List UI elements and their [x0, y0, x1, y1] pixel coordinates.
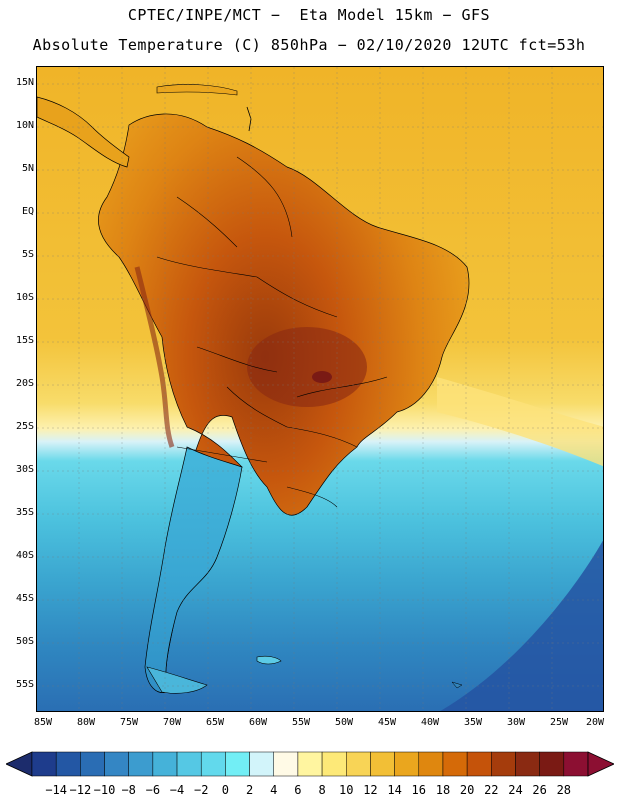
lon-label: 75W	[119, 717, 139, 728]
lat-label: 15N	[15, 77, 34, 88]
colorbar-swatch	[394, 751, 420, 777]
lon-label: 80W	[76, 717, 96, 728]
map-title-line2: Absolute Temperature (C) 850hPa − 02/10/…	[32, 36, 586, 54]
colorbar-swatch	[466, 751, 492, 777]
lon-label: 25W	[549, 717, 569, 728]
caribbean-islands	[156, 84, 238, 96]
colorbar-swatch	[563, 751, 589, 777]
colorbar-swatch	[104, 751, 129, 777]
color-bar	[6, 751, 614, 777]
colorbar-swatch	[31, 751, 57, 777]
tierra-del-fuego	[146, 666, 208, 694]
colorbar-swatch	[491, 751, 516, 777]
map-title-line1: CPTEC/INPE/MCT − Eta Model 15km − GFS	[127, 6, 491, 24]
colorbar-tick-label: −4	[169, 783, 185, 797]
lon-label: 20W	[585, 717, 605, 728]
colorbar-swatch	[80, 751, 105, 777]
lon-label: 85W	[33, 717, 53, 728]
colorbar-swatch	[225, 751, 250, 777]
southeast-cold-water	[440, 540, 603, 711]
temperature-map	[36, 66, 604, 712]
colorbar-swatch	[128, 751, 154, 777]
colorbar-tick-label: 16	[411, 783, 426, 797]
central-america-land	[37, 96, 130, 168]
colorbar-tick-label: 24	[508, 783, 523, 797]
lat-label: 50S	[15, 636, 34, 647]
colorbar-tick-label: 0	[221, 783, 229, 797]
lat-label: 45S	[15, 593, 34, 604]
lat-label: 25S	[15, 421, 34, 432]
colorbar-swatch	[273, 751, 299, 777]
colorbar-swatches	[31, 751, 589, 777]
colorbar-tick-label: 2	[245, 783, 254, 797]
colorbar-tick-label: 4	[270, 783, 278, 797]
lon-label: 70W	[162, 717, 182, 728]
andes-band	[134, 266, 175, 448]
colorbar-tick-label: 28	[556, 783, 572, 797]
lat-label: 15S	[15, 335, 34, 346]
colorbar-swatch	[515, 751, 540, 777]
colorbar-swatch	[346, 751, 371, 777]
colorbar-tick-label: 20	[459, 783, 475, 797]
colorbar-swatch	[176, 751, 202, 777]
colorbar-low-arrow	[6, 751, 33, 777]
colorbar-tick-label: −10	[93, 783, 116, 797]
east-warm-tongue	[437, 377, 603, 467]
colorbar-tick-label: 22	[484, 783, 499, 797]
map-canvas	[37, 67, 603, 711]
colorbar-tick-label: 14	[387, 783, 402, 797]
colorbar-swatch	[418, 751, 444, 777]
colorbar-tick-label: 10	[339, 783, 354, 797]
lat-label: 40S	[15, 550, 34, 561]
lon-label: 40W	[420, 717, 440, 728]
colorbar-tick-label: 6	[294, 783, 302, 797]
lon-label: 50W	[334, 717, 354, 728]
colorbar-tick-label: −14	[45, 783, 68, 797]
interior-hotspot	[247, 327, 367, 407]
colorbar-tick-label: −6	[145, 783, 161, 797]
colorbar-tick-label: −2	[193, 783, 209, 797]
colorbar-swatch	[55, 751, 81, 777]
colorbar-tick-label: −12	[69, 783, 92, 797]
lon-label: 45W	[377, 717, 397, 728]
colorbar-high-arrow	[587, 751, 614, 777]
lat-label: 55S	[15, 679, 34, 690]
colorbar-tick-label: 26	[532, 783, 547, 797]
colorbar-swatch	[539, 751, 565, 777]
colorbar-tick-label: 12	[363, 783, 378, 797]
lat-label: 10N	[15, 120, 34, 131]
lon-label: 30W	[506, 717, 526, 728]
country-borders	[156, 156, 388, 508]
colorbar-swatch	[321, 751, 347, 777]
colorbar-tick-label: −8	[121, 783, 136, 797]
colorbar-swatch	[200, 751, 226, 777]
lat-label: 10S	[15, 292, 34, 303]
lon-label: 65W	[205, 717, 225, 728]
lat-label: 30S	[15, 464, 34, 475]
lat-label: 5S	[21, 249, 34, 260]
colorbar-swatch	[152, 751, 178, 777]
interior-peak	[312, 371, 332, 383]
lon-label: 35W	[463, 717, 483, 728]
lon-label: 55W	[291, 717, 311, 728]
south-georgia	[451, 681, 463, 689]
falkland-islands	[256, 655, 282, 665]
lat-label: 35S	[15, 507, 34, 518]
colorbar-swatch	[370, 751, 395, 777]
lon-label: 60W	[248, 717, 268, 728]
colorbar-tick-label: 18	[435, 783, 451, 797]
colorbar-tick-label: 8	[318, 783, 326, 797]
lat-label: EQ	[21, 206, 34, 217]
lat-label: 20S	[15, 378, 34, 389]
colorbar-swatch	[249, 751, 274, 777]
colorbar-swatch	[297, 751, 323, 777]
lat-label: 5N	[21, 163, 34, 174]
colorbar-swatch	[442, 751, 468, 777]
